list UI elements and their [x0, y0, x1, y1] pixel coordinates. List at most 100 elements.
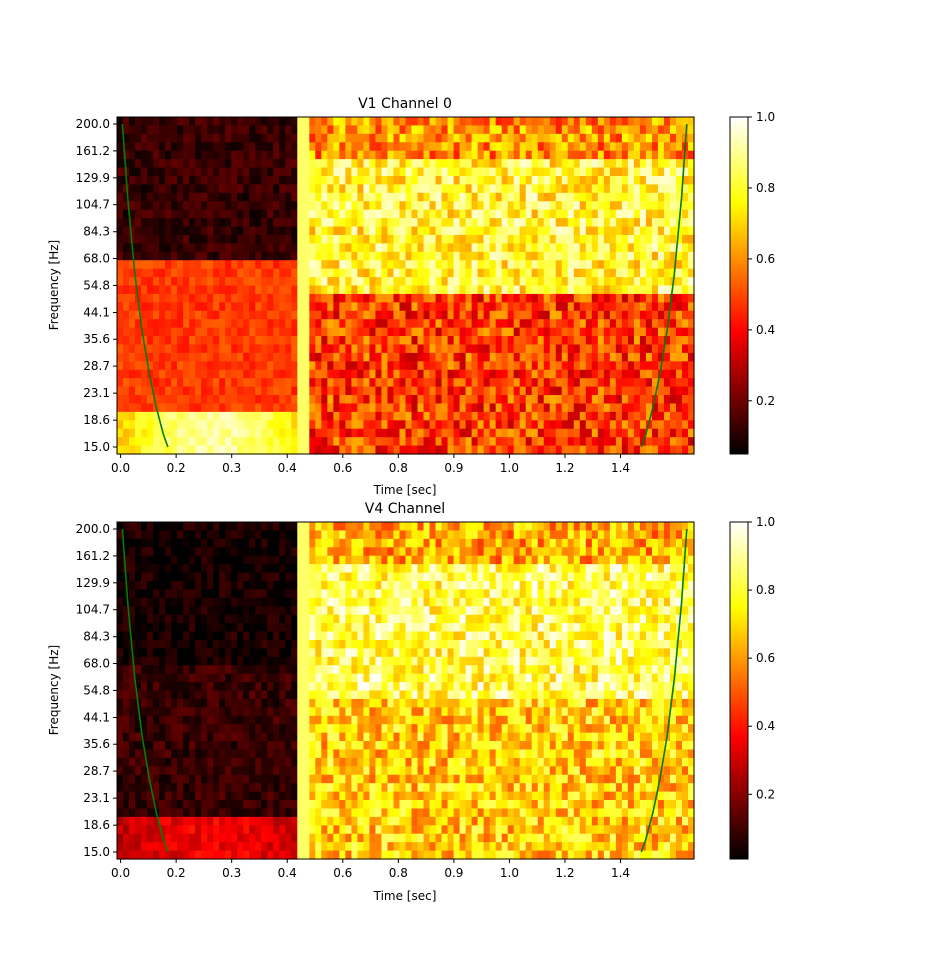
heatmap-cell	[279, 319, 286, 329]
heatmap-cell	[369, 192, 377, 202]
heatmap-cell	[687, 344, 695, 354]
heatmap-cell	[675, 411, 683, 421]
heatmap-cell	[489, 192, 497, 202]
heatmap-cell	[255, 192, 262, 202]
heatmap-cell	[621, 184, 629, 194]
heatmap-cell	[633, 150, 641, 160]
heatmap-cell	[327, 209, 334, 219]
heatmap-cell	[669, 378, 677, 388]
heatmap-cell	[333, 218, 340, 228]
heatmap-cell	[573, 209, 581, 219]
heatmap-cell	[351, 142, 359, 152]
heatmap-cell	[459, 378, 467, 388]
heatmap-cell	[585, 378, 593, 388]
heatmap-cell	[291, 201, 298, 211]
heatmap-cell	[159, 445, 166, 455]
heatmap-cell	[321, 260, 328, 270]
heatmap-cell	[135, 850, 142, 860]
heatmap-cell	[135, 842, 142, 852]
heatmap-cell	[369, 395, 377, 405]
heatmap-cell	[249, 538, 256, 548]
heatmap-cell	[627, 117, 635, 127]
heatmap-cell	[243, 319, 250, 329]
heatmap-cell	[177, 673, 184, 683]
heatmap-cell	[159, 117, 166, 127]
heatmap-cell	[159, 522, 166, 532]
heatmap-cell	[567, 167, 575, 177]
heatmap-cell	[321, 201, 328, 211]
heatmap-cell	[189, 825, 196, 835]
heatmap-cell	[333, 175, 340, 186]
heatmap-cell	[267, 260, 274, 270]
heatmap-cell	[669, 369, 677, 379]
heatmap-cell	[363, 133, 371, 143]
heatmap-cell	[639, 142, 647, 152]
heatmap-cell	[141, 445, 148, 455]
heatmap-cell	[309, 209, 316, 219]
heatmap-cell	[231, 538, 238, 548]
heatmap-cell	[579, 445, 587, 455]
heatmap-cell	[591, 226, 599, 236]
heatmap-cell	[399, 327, 407, 337]
heatmap-cell	[507, 336, 515, 346]
heatmap-cell	[219, 749, 226, 759]
heatmap-cell	[585, 437, 593, 447]
heatmap-cell	[201, 218, 208, 228]
heatmap-cell	[165, 850, 172, 860]
heatmap-cell	[117, 682, 124, 692]
heatmap-cell	[141, 327, 148, 337]
heatmap-cell	[465, 201, 473, 211]
heatmap-cell	[525, 445, 533, 455]
heatmap-cell	[165, 243, 172, 253]
heatmap-cell	[399, 192, 407, 202]
heatmap-cell	[597, 310, 605, 320]
heatmap-cell	[429, 420, 437, 430]
heatmap-cell	[315, 352, 322, 362]
heatmap-cell	[177, 547, 184, 557]
heatmap-cell	[249, 690, 256, 700]
heatmap-cell	[267, 150, 274, 160]
heatmap-cell	[339, 268, 346, 278]
heatmap-cell	[309, 420, 316, 430]
heatmap-cell	[465, 209, 473, 219]
heatmap-cell	[315, 117, 322, 127]
heatmap-cell	[225, 564, 232, 574]
heatmap-cell	[489, 218, 497, 228]
heatmap-cell	[243, 184, 250, 194]
heatmap-cell	[327, 125, 334, 135]
heatmap-cell	[675, 285, 683, 295]
heatmap-cell	[303, 159, 310, 169]
heatmap-cell	[237, 842, 244, 852]
heatmap-cell	[177, 682, 184, 692]
heatmap-cell	[375, 243, 383, 253]
heatmap-cell	[663, 420, 671, 430]
heatmap-cell	[267, 800, 274, 810]
heatmap-cell	[555, 395, 563, 405]
heatmap-cell	[471, 327, 479, 337]
heatmap-cell	[327, 260, 334, 270]
heatmap-cell	[675, 369, 683, 379]
heatmap-cell	[195, 724, 202, 734]
heatmap-cell	[573, 352, 581, 362]
heatmap-cell	[213, 850, 220, 860]
heatmap-cell	[513, 175, 521, 186]
heatmap-cell	[387, 386, 395, 396]
heatmap-cell	[177, 352, 184, 362]
heatmap-cell	[237, 293, 244, 303]
heatmap-cell	[507, 369, 515, 379]
heatmap-cell	[171, 665, 178, 675]
heatmap-cell	[483, 167, 491, 177]
heatmap-cell	[639, 150, 647, 160]
heatmap-cell	[117, 850, 124, 860]
heatmap-cell	[393, 243, 401, 253]
heatmap-cell	[201, 319, 208, 329]
heatmap-cell	[405, 403, 413, 413]
heatmap-cell	[615, 125, 623, 135]
heatmap-cell	[207, 707, 214, 717]
heatmap-cell	[309, 310, 316, 320]
heatmap-cell	[369, 437, 377, 447]
heatmap-cell	[117, 639, 124, 649]
heatmap-cell	[687, 395, 695, 405]
heatmap-cell	[261, 285, 268, 295]
heatmap-cell	[213, 800, 220, 810]
